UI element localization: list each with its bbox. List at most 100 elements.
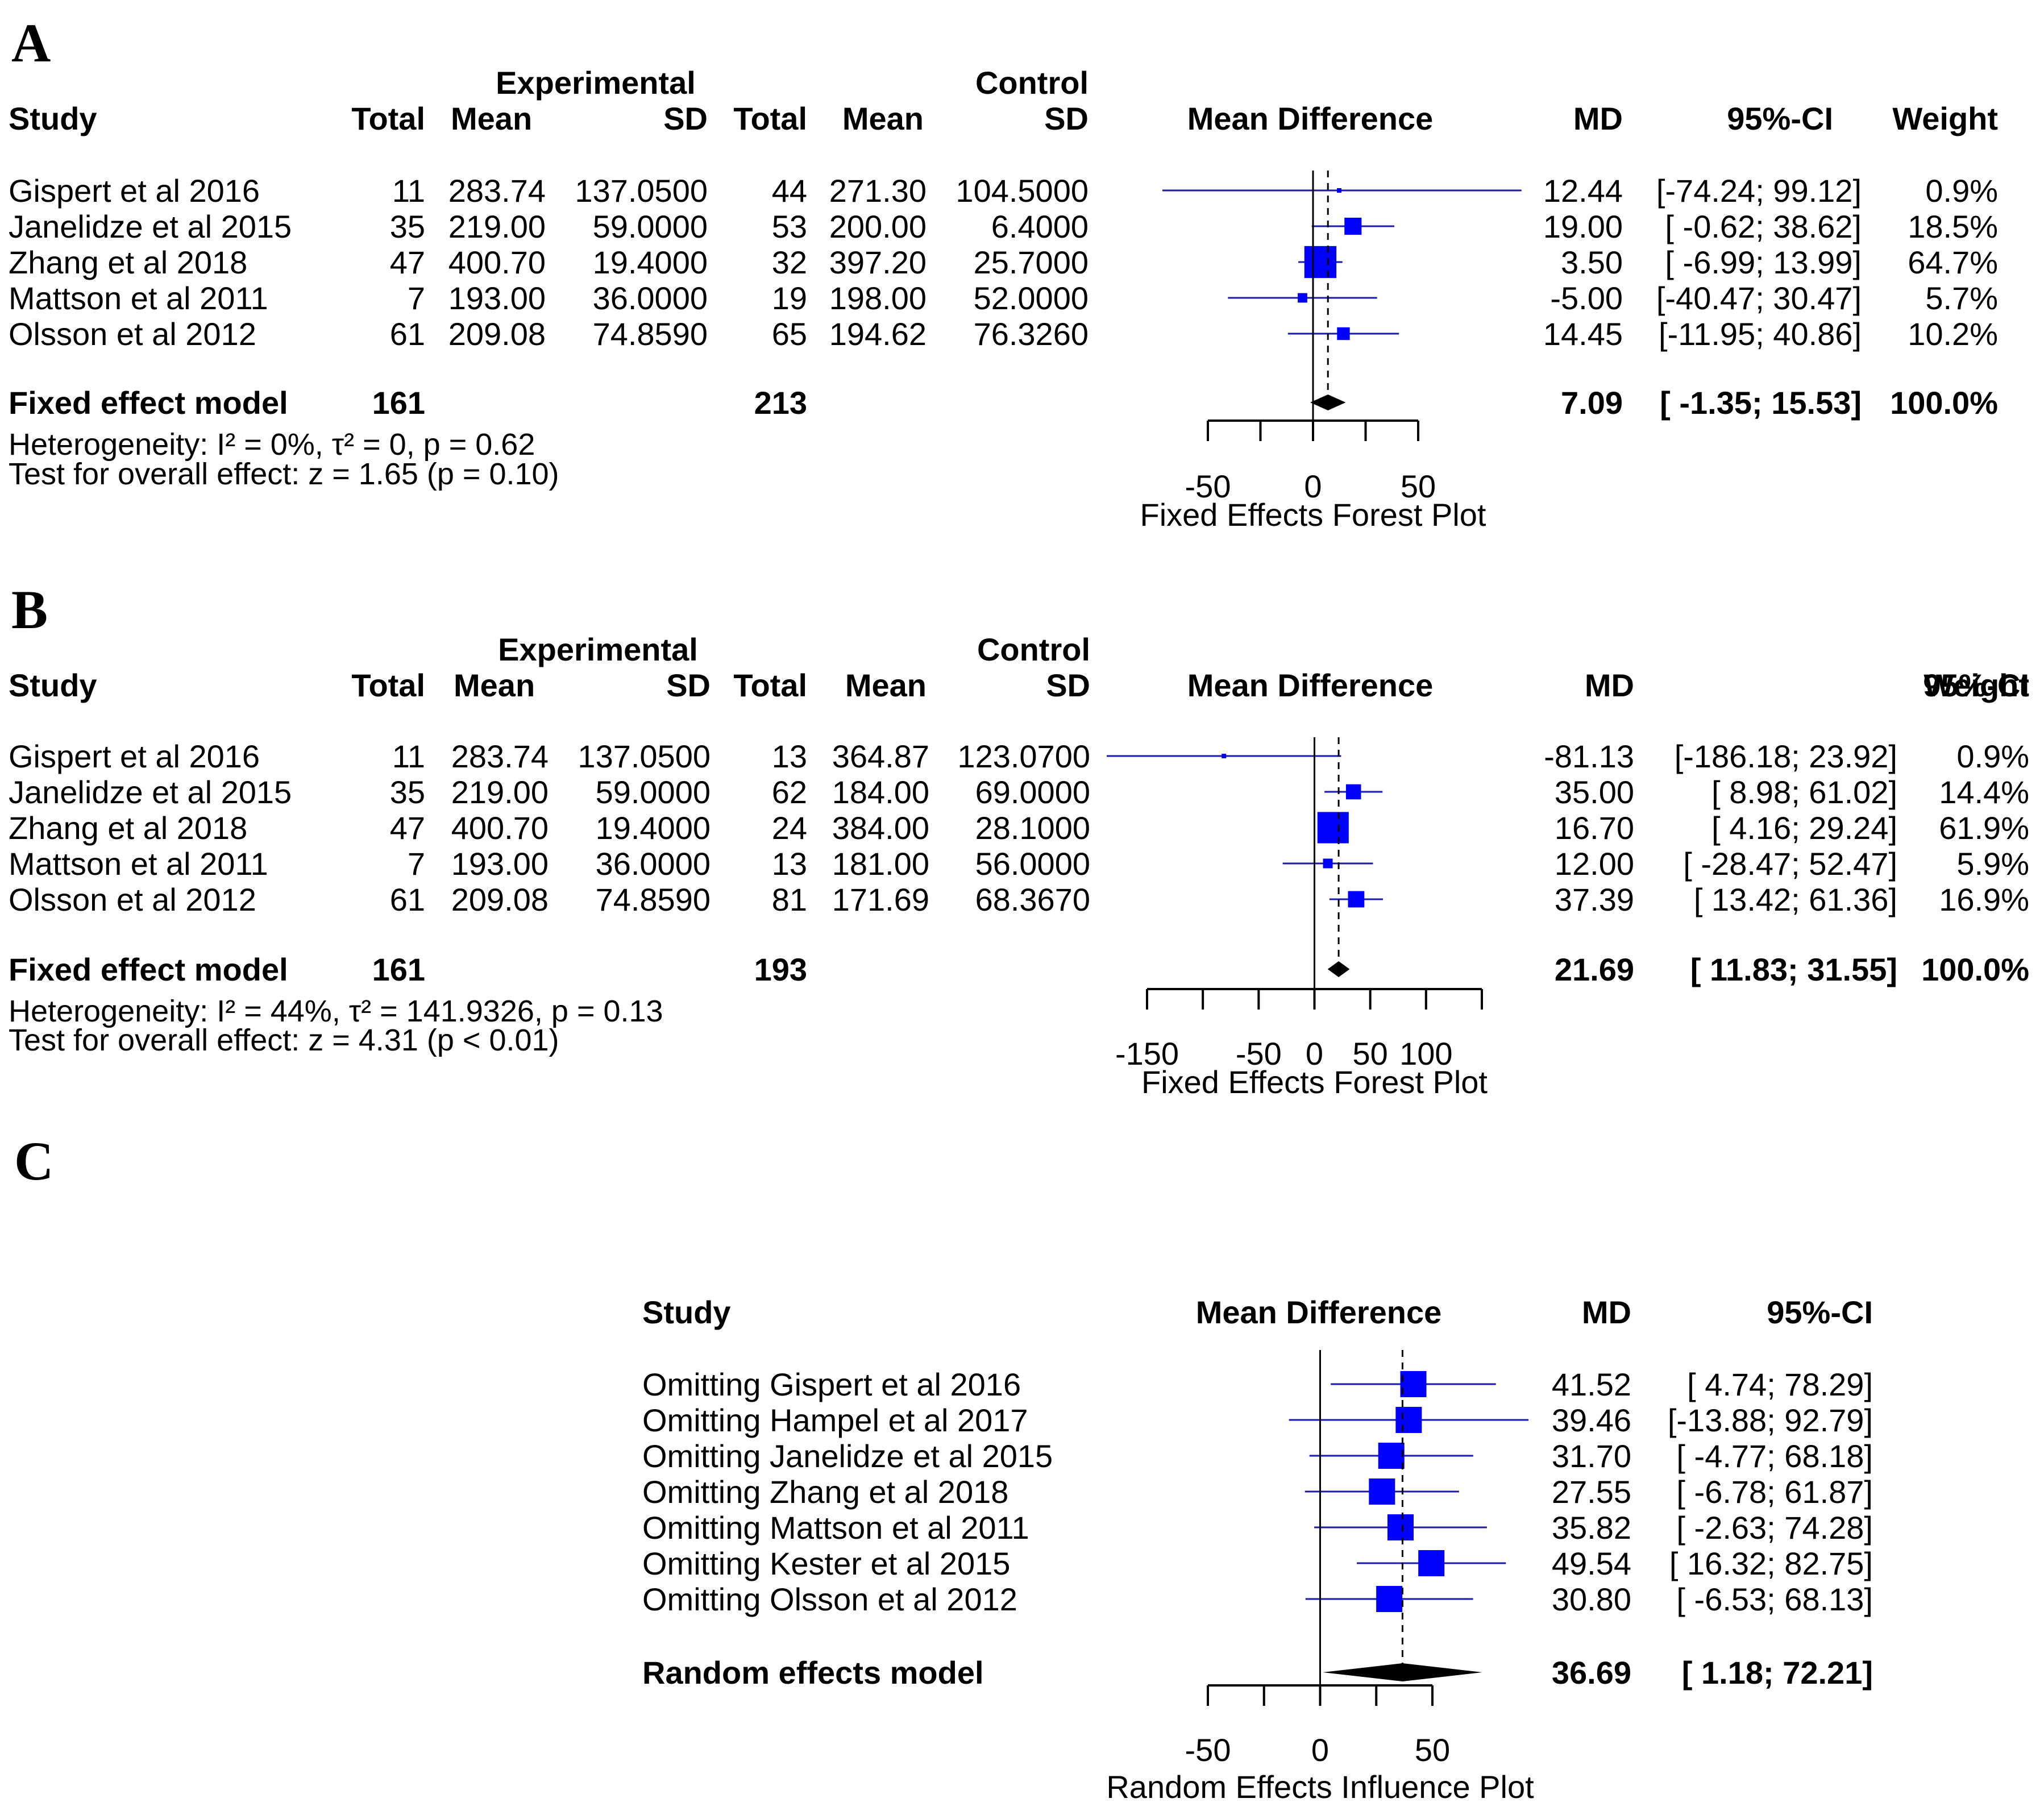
mean-difference-header: Mean Difference <box>1187 101 1434 136</box>
exp-mean-value: 283.74 <box>451 738 549 774</box>
exp-mean-value: 283.74 <box>448 173 546 209</box>
x-tick-label: -150 <box>1115 1036 1179 1071</box>
experimental-group-header: Experimental <box>496 65 696 101</box>
ctrl-sd-value: 56.0000 <box>975 846 1090 882</box>
md-value: -81.13 <box>1544 738 1634 774</box>
pooled-diamond <box>1327 961 1350 977</box>
ctrl-mean-value: 194.62 <box>829 316 927 352</box>
study-square <box>1298 293 1307 303</box>
md-value: 49.54 <box>1552 1546 1631 1581</box>
ci-value: [ 16.32; 82.75] <box>1669 1546 1873 1581</box>
omitted-study-name: Omitting Janelidze et al 2015 <box>642 1438 1053 1474</box>
weight-header: Weight <box>1923 667 2029 703</box>
study-square <box>1418 1550 1445 1576</box>
panel-label-B: B <box>11 579 48 640</box>
md-value: 37.39 <box>1555 882 1634 917</box>
ctrl-total-value: 65 <box>772 316 807 352</box>
pooled-weight: 100.0% <box>1921 952 2029 987</box>
pooled-diamond <box>1323 1663 1482 1681</box>
md-value: 27.55 <box>1552 1474 1631 1510</box>
x-tick-label: -50 <box>1236 1036 1282 1071</box>
pooled-ctrl-total: 213 <box>754 385 807 421</box>
mean-difference-header: Mean Difference <box>1196 1294 1442 1330</box>
ctrl-sd-value: 25.7000 <box>974 244 1089 280</box>
study-name: Olsson et al 2012 <box>9 882 256 917</box>
exp-sd-header: SD <box>663 101 708 136</box>
x-axis-title: Fixed Effects Forest Plot <box>1141 1064 1488 1100</box>
heterogeneity-text: Heterogeneity: I² = 0%, τ² = 0, p = 0.62 <box>9 427 535 462</box>
ctrl-mean-value: 271.30 <box>829 173 927 209</box>
ci-header: 95%-CI <box>1923 667 2029 703</box>
pooled-ci: [ -1.35; 15.53] <box>1660 385 1862 421</box>
ctrl-total-value: 44 <box>772 173 807 209</box>
md-value: 35.00 <box>1555 774 1634 810</box>
x-tick-label: -50 <box>1185 1732 1231 1768</box>
exp-mean-value: 193.00 <box>448 280 546 316</box>
exp-sd-value: 59.0000 <box>596 774 711 810</box>
ctrl-sd-value: 123.0700 <box>957 738 1090 774</box>
ctrl-sd-value: 76.3260 <box>974 316 1089 352</box>
ci-value: [ -6.53; 68.13] <box>1676 1581 1873 1617</box>
ctrl-mean-value: 200.00 <box>829 209 927 244</box>
ci-value: [ -6.78; 61.87] <box>1676 1474 1873 1510</box>
study-square <box>1378 1443 1405 1469</box>
study-name: Mattson et al 2011 <box>9 846 268 882</box>
md-header: MD <box>1585 667 1634 703</box>
ctrl-total-value: 19 <box>772 280 807 316</box>
ctrl-total-header: Total <box>733 101 807 136</box>
exp-total-value: 35 <box>390 209 425 244</box>
ctrl-mean-value: 171.69 <box>832 882 929 917</box>
x-tick-label: 0 <box>1306 1036 1323 1071</box>
panel-label-A: A <box>11 13 51 73</box>
study-square <box>1369 1478 1395 1505</box>
study-square <box>1323 858 1333 869</box>
md-value: 30.80 <box>1552 1581 1631 1617</box>
md-value: 12.00 <box>1555 846 1634 882</box>
exp-mean-value: 209.08 <box>448 316 546 352</box>
exp-total-value: 61 <box>390 316 425 352</box>
ctrl-sd-value: 52.0000 <box>974 280 1089 316</box>
ctrl-sd-value: 68.3670 <box>975 882 1090 917</box>
weight-value: 16.9% <box>1939 882 2029 917</box>
ctrl-mean-value: 397.20 <box>829 244 927 280</box>
ci-value: [ -0.62; 38.62] <box>1665 209 1862 244</box>
md-header: MD <box>1582 1294 1631 1330</box>
exp-mean-value: 193.00 <box>451 846 549 882</box>
study-square <box>1376 1586 1403 1612</box>
ci-value: [-40.47; 30.47] <box>1656 280 1862 316</box>
weight-value: 5.9% <box>1956 846 2029 882</box>
ci-value: [-13.88; 92.79] <box>1668 1402 1873 1438</box>
md-value: 19.00 <box>1543 209 1623 244</box>
ctrl-mean-header: Mean <box>845 667 927 703</box>
experimental-group-header: Experimental <box>498 632 698 667</box>
study-name: Janelidze et al 2015 <box>9 774 292 810</box>
study-square <box>1337 327 1350 340</box>
md-value: -5.00 <box>1550 280 1623 316</box>
exp-total-value: 47 <box>390 244 425 280</box>
exp-total-value: 47 <box>390 810 425 846</box>
ctrl-mean-value: 181.00 <box>832 846 929 882</box>
mean-difference-header: Mean Difference <box>1187 667 1434 703</box>
ci-value: [ 4.16; 29.24] <box>1711 810 1897 846</box>
ctrl-total-value: 13 <box>772 738 807 774</box>
x-tick-label: 50 <box>1415 1732 1450 1768</box>
weight-value: 14.4% <box>1939 774 2029 810</box>
study-name: Gispert et al 2016 <box>9 738 260 774</box>
ctrl-total-value: 32 <box>772 244 807 280</box>
study-name: Zhang et al 2018 <box>9 244 247 280</box>
exp-mean-value: 219.00 <box>448 209 546 244</box>
pooled-model-label: Fixed effect model <box>9 952 288 987</box>
omitted-study-name: Omitting Hampel et al 2017 <box>642 1402 1028 1438</box>
omitted-study-name: Omitting Gispert et al 2016 <box>642 1367 1021 1402</box>
study-name: Zhang et al 2018 <box>9 810 247 846</box>
md-value: 39.46 <box>1552 1402 1631 1438</box>
pooled-ctrl-total: 193 <box>754 952 807 987</box>
exp-mean-value: 400.70 <box>451 810 549 846</box>
ci-value: [ -4.77; 68.18] <box>1676 1438 1873 1474</box>
exp-total-value: 7 <box>408 280 425 316</box>
x-tick-label: 50 <box>1401 468 1436 504</box>
ctrl-sd-value: 28.1000 <box>975 810 1090 846</box>
exp-total-value: 11 <box>392 173 425 209</box>
ci-value: [-11.95; 40.86] <box>1659 316 1862 352</box>
weight-value: 10.2% <box>1908 316 1998 352</box>
